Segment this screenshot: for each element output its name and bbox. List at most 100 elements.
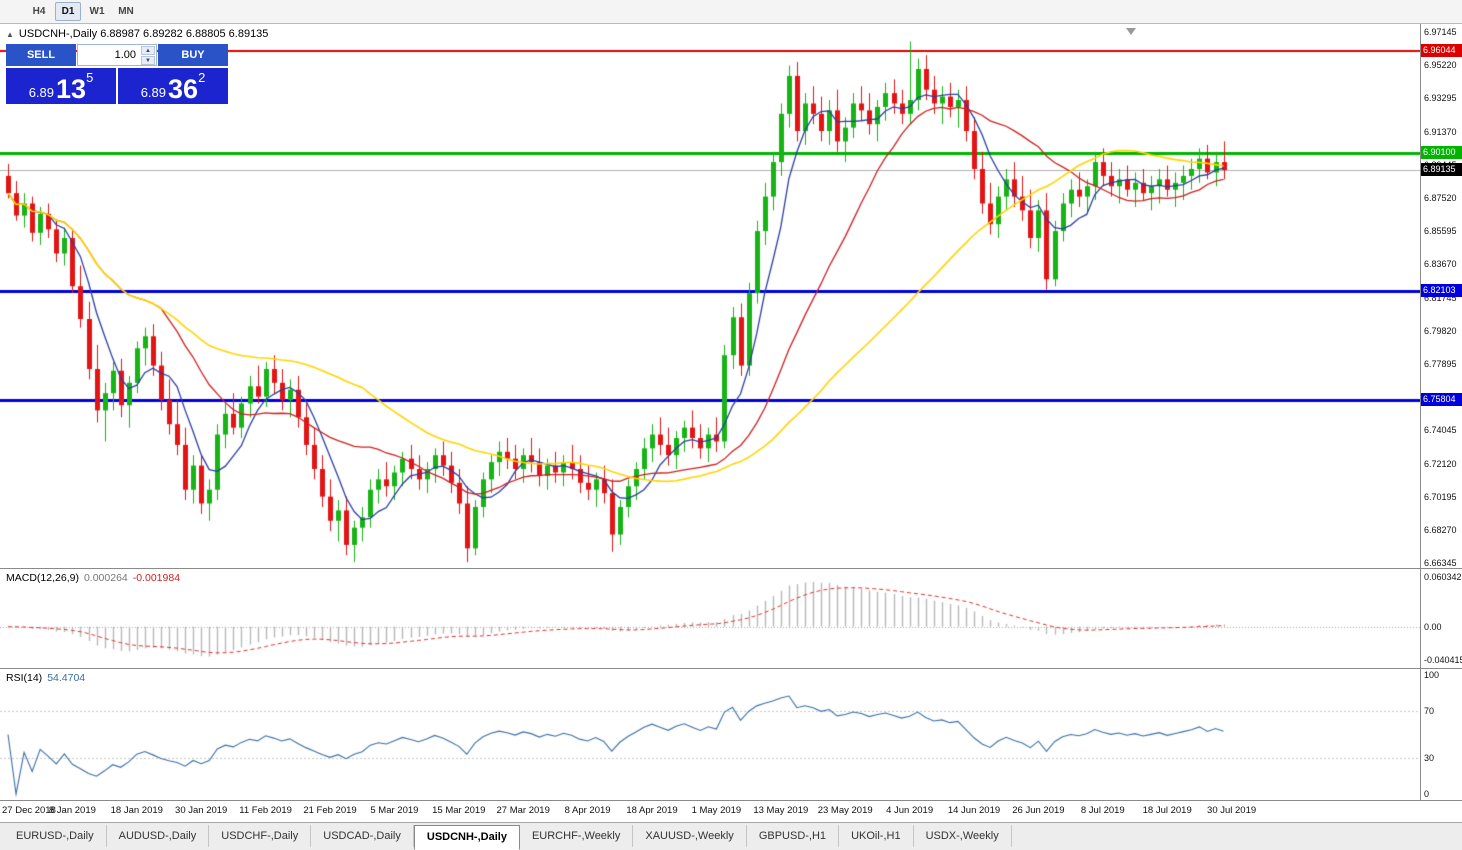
buy-button[interactable]: BUY bbox=[158, 44, 228, 66]
ohlc-readout: USDCNH-,Daily 6.88987 6.89282 6.88805 6.… bbox=[18, 28, 269, 40]
rsi-axis-label: 100 bbox=[1424, 670, 1440, 680]
sell-price-point: 5 bbox=[86, 70, 94, 85]
macd-axis: 0.060342 0.00 -0.040415 bbox=[1420, 569, 1462, 668]
macd-axis-label: -0.040415 bbox=[1424, 654, 1462, 665]
price-axis-label: 6.79820 bbox=[1424, 325, 1457, 336]
tab-xauusd-weekly[interactable]: XAUUSD-,Weekly bbox=[633, 825, 747, 847]
tab-usdx-weekly[interactable]: USDX-,Weekly bbox=[913, 825, 1012, 847]
price-chart-panel: ▲ USDCNH-,Daily 6.88987 6.89282 6.88805 … bbox=[0, 24, 1462, 568]
price-axis: 6.971456.952206.932956.913706.894456.875… bbox=[1420, 24, 1462, 568]
chart-shift-marker[interactable] bbox=[1126, 28, 1136, 35]
macd-name: MACD(12,26,9) bbox=[6, 572, 79, 584]
tab-gbpusd-h1[interactable]: GBPUSD-,H1 bbox=[746, 825, 840, 847]
price-axis-label: 6.87520 bbox=[1424, 192, 1457, 203]
timeframe-button-w1[interactable]: W1 bbox=[89, 6, 105, 17]
price-axis-label: 6.70195 bbox=[1424, 491, 1457, 502]
macd-panel: MACD(12,26,9) 0.000264 -0.001984 0.06034… bbox=[0, 568, 1462, 668]
time-axis-label: 15 Mar 2019 bbox=[432, 805, 486, 816]
tab-usdcad-daily[interactable]: USDCAD-,Daily bbox=[311, 825, 414, 847]
tab-eurchf-weekly[interactable]: EURCHF-,Weekly bbox=[519, 825, 634, 847]
price-axis-label: 6.68270 bbox=[1424, 524, 1457, 535]
one-click-trade-panel: SELL ▲ ▼ BUY 6.89 13 5 6.89 bbox=[6, 44, 228, 104]
level-price-tag: 6.75804 bbox=[1421, 392, 1462, 406]
buy-price-pips: 36 bbox=[168, 74, 199, 105]
timeframe-button-d1[interactable]: D1 bbox=[55, 2, 81, 21]
macd-label: MACD(12,26,9) 0.000264 -0.001984 bbox=[6, 572, 180, 584]
tab-usdcnh-daily[interactable]: USDCNH-,Daily bbox=[413, 825, 520, 850]
price-axis-label: 6.74045 bbox=[1424, 425, 1457, 436]
price-axis-label: 6.81745 bbox=[1424, 292, 1457, 303]
rsi-label: RSI(14) 54.4704 bbox=[6, 672, 85, 684]
price-axis-label: 6.97145 bbox=[1424, 27, 1457, 38]
macd-signal-value: -0.001984 bbox=[132, 572, 181, 584]
time-axis-label: 8 Jan 2019 bbox=[48, 805, 96, 816]
price-axis-label: 6.72120 bbox=[1424, 458, 1457, 469]
tab-usdchf-daily[interactable]: USDCHF-,Daily bbox=[209, 825, 312, 847]
tab-eurusd-daily[interactable]: EURUSD-,Daily bbox=[4, 825, 107, 847]
volume-input[interactable] bbox=[88, 48, 138, 62]
time-axis-label: 21 Feb 2019 bbox=[303, 805, 357, 816]
tab-ukoil-h1[interactable]: UKOil-,H1 bbox=[839, 825, 914, 847]
price-axis-label: 6.85595 bbox=[1424, 226, 1457, 237]
price-axis-label: 6.77895 bbox=[1424, 358, 1457, 369]
time-axis-label: 18 Jul 2019 bbox=[1142, 805, 1192, 816]
price-chart-canvas[interactable] bbox=[0, 24, 1420, 568]
timeframe-button-h4[interactable]: H4 bbox=[32, 6, 46, 17]
price-axis-label: 6.66345 bbox=[1424, 558, 1457, 569]
rsi-panel: RSI(14) 54.4704 100 70 30 0 bbox=[0, 668, 1462, 800]
macd-canvas[interactable] bbox=[0, 569, 1420, 668]
symbol-tabbar: EURUSD-,Daily AUDUSD-,Daily USDCHF-,Daily U… bbox=[0, 822, 1462, 850]
price-axis-label: 6.93295 bbox=[1424, 93, 1457, 104]
chevron-down-icon: ▼ bbox=[145, 57, 151, 64]
time-axis-label: 27 Dec 2018 bbox=[2, 805, 56, 816]
rsi-axis-label: 70 bbox=[1424, 705, 1435, 716]
time-axis-label: 4 Jun 2019 bbox=[886, 805, 934, 816]
time-axis-label: 23 May 2019 bbox=[817, 805, 873, 816]
sell-button[interactable]: SELL bbox=[6, 44, 76, 66]
level-price-tag: 6.90100 bbox=[1421, 146, 1462, 160]
time-axis-label: 8 Jul 2019 bbox=[1080, 805, 1125, 816]
sell-price-display[interactable]: 6.89 13 5 bbox=[6, 68, 116, 104]
rsi-axis-label: 0 bbox=[1424, 789, 1430, 799]
time-axis-label: 8 Apr 2019 bbox=[564, 805, 611, 816]
time-axis-label: 14 Jun 2019 bbox=[947, 805, 1001, 816]
rsi-canvas[interactable] bbox=[0, 669, 1420, 800]
tab-audusd-daily[interactable]: AUDUSD-,Daily bbox=[106, 825, 210, 847]
timeframe-toolbar: H4 D1 W1 MN bbox=[0, 0, 1462, 24]
rsi-axis-label: 30 bbox=[1424, 753, 1435, 764]
macd-axis-label: 0.060342 bbox=[1424, 572, 1462, 583]
time-axis-label: 30 Jan 2019 bbox=[175, 805, 228, 816]
buy-price-base: 6.89 bbox=[140, 85, 167, 100]
price-axis-label: 6.91370 bbox=[1424, 126, 1457, 137]
time-axis-label: 18 Jan 2019 bbox=[110, 805, 163, 816]
time-axis-label: 1 May 2019 bbox=[691, 805, 742, 816]
time-axis-label: 11 Feb 2019 bbox=[239, 805, 292, 816]
rsi-name: RSI(14) bbox=[6, 672, 43, 684]
rsi-axis: 100 70 30 0 bbox=[1420, 669, 1462, 800]
buy-price-point: 2 bbox=[198, 70, 206, 85]
sell-price-base: 6.89 bbox=[28, 85, 55, 100]
collapse-trade-panel-icon[interactable]: ▲ bbox=[6, 29, 14, 39]
chart-header: ▲ USDCNH-,Daily 6.88987 6.89282 6.88805 … bbox=[6, 28, 268, 40]
time-axis-label: 30 Jul 2019 bbox=[1207, 805, 1257, 816]
time-axis-label: 18 Apr 2019 bbox=[626, 805, 678, 816]
price-axis-label: 6.95220 bbox=[1424, 60, 1457, 71]
volume-increase-button[interactable]: ▲ bbox=[141, 45, 155, 55]
macd-main-value: 0.000264 bbox=[83, 572, 128, 584]
level-price-tag: 6.82103 bbox=[1421, 284, 1462, 298]
time-axis-label: 5 Mar 2019 bbox=[370, 805, 419, 816]
rsi-value: 54.4704 bbox=[47, 672, 86, 684]
macd-axis-label: 0.00 bbox=[1424, 621, 1442, 632]
time-axis: 27 Dec 2018 8 Jan 2019 18 Jan 2019 30 Jan 2… bbox=[0, 800, 1462, 822]
current-price-tag: 6.89135 bbox=[1421, 163, 1462, 177]
time-axis-label: 27 Mar 2019 bbox=[496, 805, 550, 816]
level-price-tag: 6.96044 bbox=[1421, 44, 1462, 57]
volume-spinner: ▲ ▼ bbox=[77, 44, 157, 66]
volume-decrease-button[interactable]: ▼ bbox=[141, 55, 155, 65]
timeframe-button-mn[interactable]: MN bbox=[118, 6, 134, 17]
time-axis-label: 26 Jun 2019 bbox=[1012, 805, 1065, 816]
buy-price-display[interactable]: 6.89 36 2 bbox=[118, 68, 228, 104]
time-axis-label: 13 May 2019 bbox=[753, 805, 809, 816]
sell-price-pips: 13 bbox=[56, 74, 87, 105]
